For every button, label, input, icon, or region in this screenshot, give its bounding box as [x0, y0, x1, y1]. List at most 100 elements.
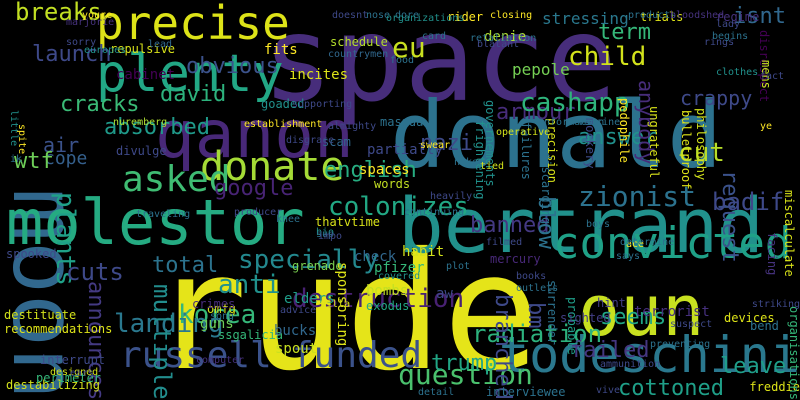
word-sup: sup	[316, 229, 335, 240]
word-europes: europes	[84, 45, 127, 56]
word-breaks: breaks	[15, 0, 102, 26]
word-pepole: pepole	[512, 60, 570, 79]
word-lady: lady	[716, 19, 741, 30]
word-recommendations: recommendations	[4, 322, 113, 336]
word-fact: fact	[760, 71, 785, 82]
word-space: space	[262, 0, 618, 128]
word-masada: masada	[380, 115, 424, 129]
word-spout: spout	[275, 341, 318, 357]
word-youre: youre	[82, 10, 113, 21]
word-words: words	[374, 177, 411, 191]
word-child: child	[568, 42, 647, 72]
word-pfizer: pfizer	[374, 260, 425, 276]
word-bio: bio	[316, 227, 335, 238]
word-scam: scam	[322, 135, 351, 149]
word-denie: denie	[484, 29, 527, 45]
word-destruction: destruction	[292, 284, 465, 314]
word-goaded: goaded	[261, 97, 305, 111]
word-sighted: sighted	[560, 311, 611, 325]
word-qanon: qanon	[155, 96, 354, 173]
word-discarding: discarding	[539, 152, 553, 225]
word-destabilizing: destabilizing	[6, 378, 100, 392]
word-bertrand: bertrand	[398, 181, 765, 270]
word-wtf: wtf	[14, 149, 54, 174]
word-divulge: divulge	[116, 144, 167, 158]
word-crappy: crappy	[680, 86, 753, 110]
word-cottoned: cottoned	[618, 376, 724, 400]
word-multiple: multiple	[148, 284, 176, 400]
word-computer: computer	[196, 355, 245, 366]
word-english: english	[324, 158, 417, 183]
word-nukes: nukes	[454, 157, 485, 168]
word-plot: plot	[446, 261, 471, 272]
word-designed: designed	[50, 367, 99, 378]
word-repulsive: repulsive	[110, 42, 176, 56]
word-organisations: organisations	[787, 306, 800, 400]
word-ammunition: ammunition	[600, 359, 661, 370]
word-trump: trump	[431, 351, 498, 376]
word-interrupt: interrupt	[40, 353, 106, 367]
word-information: information	[538, 117, 605, 128]
word-bloodshed: bloodshed	[670, 10, 725, 21]
word-traveling: traveling	[136, 209, 191, 220]
word-preventing: preventing	[650, 339, 711, 350]
word-villa: villa	[320, 299, 351, 310]
word-freddie: freddie	[749, 380, 800, 394]
word-lead: lead	[148, 39, 173, 50]
word-food: food	[390, 55, 415, 66]
word-organizations: organizations	[386, 13, 465, 24]
word-clothes: clothes	[716, 67, 759, 78]
word-google: google	[214, 176, 294, 201]
word-armour: armour	[496, 100, 576, 125]
word-books: books	[516, 271, 547, 282]
word-almighty: almighty	[328, 121, 377, 132]
word-nose: nose	[366, 10, 391, 21]
word-cracks: cracks	[60, 92, 140, 117]
word-zionist: zionist	[578, 180, 697, 213]
word-korea: korea	[178, 300, 257, 330]
word-operative: operative	[496, 127, 551, 138]
word-ears: ears	[70, 368, 95, 379]
word-pedophile: pedophile	[617, 98, 631, 164]
word-request: request	[717, 170, 742, 263]
word-miscalculate: miscalculate	[782, 190, 796, 277]
word-filmed: filmed	[486, 237, 523, 248]
word-spooked: spooked	[6, 247, 57, 261]
word-ye: ye	[760, 121, 773, 132]
word-funded: funded	[292, 335, 423, 376]
word-ungrateful: ungrateful	[647, 106, 661, 179]
word-radiation: radiation	[472, 320, 603, 348]
word-suspect: suspect	[670, 319, 713, 330]
word-interviewee: interviewee	[486, 385, 566, 399]
word-mercury: mercury	[490, 252, 541, 266]
word-bm: bm	[523, 302, 548, 329]
word-products: products	[628, 10, 677, 21]
word-spaces: spaces	[359, 162, 410, 178]
word-nuremberg: nuremberg	[113, 117, 168, 128]
word-striking: striking	[751, 299, 800, 310]
word-answer: answer	[578, 125, 658, 150]
word-stressing: stressing	[542, 9, 629, 28]
word-russell: russell	[120, 335, 272, 376]
word-retaliation: retaliation	[470, 33, 537, 44]
word-isnt: isnt	[733, 4, 786, 29]
word-rings: rings	[704, 37, 735, 48]
word-habit: habit	[402, 244, 445, 260]
word-cashapp: cashapp	[520, 88, 630, 118]
word-badif: badif	[712, 188, 785, 216]
word-oun: oun	[578, 270, 705, 352]
word-air: air	[43, 133, 80, 157]
word-destituate: destituate	[4, 308, 77, 322]
word-nazi: nazi	[420, 131, 473, 156]
word-banned: banned	[470, 213, 550, 238]
word-rude: rude	[150, 219, 541, 400]
word-todeschini: todeschini	[498, 326, 800, 384]
word-leave: leave	[720, 354, 787, 379]
word-cuts: cuts	[66, 258, 124, 286]
word-launch: launch	[32, 42, 112, 67]
word-check: check	[354, 249, 397, 265]
word-aw: aw	[436, 286, 453, 302]
word-marjorie: marjorie	[66, 17, 115, 28]
word-song: song	[210, 311, 235, 322]
word-term: term	[598, 20, 651, 45]
